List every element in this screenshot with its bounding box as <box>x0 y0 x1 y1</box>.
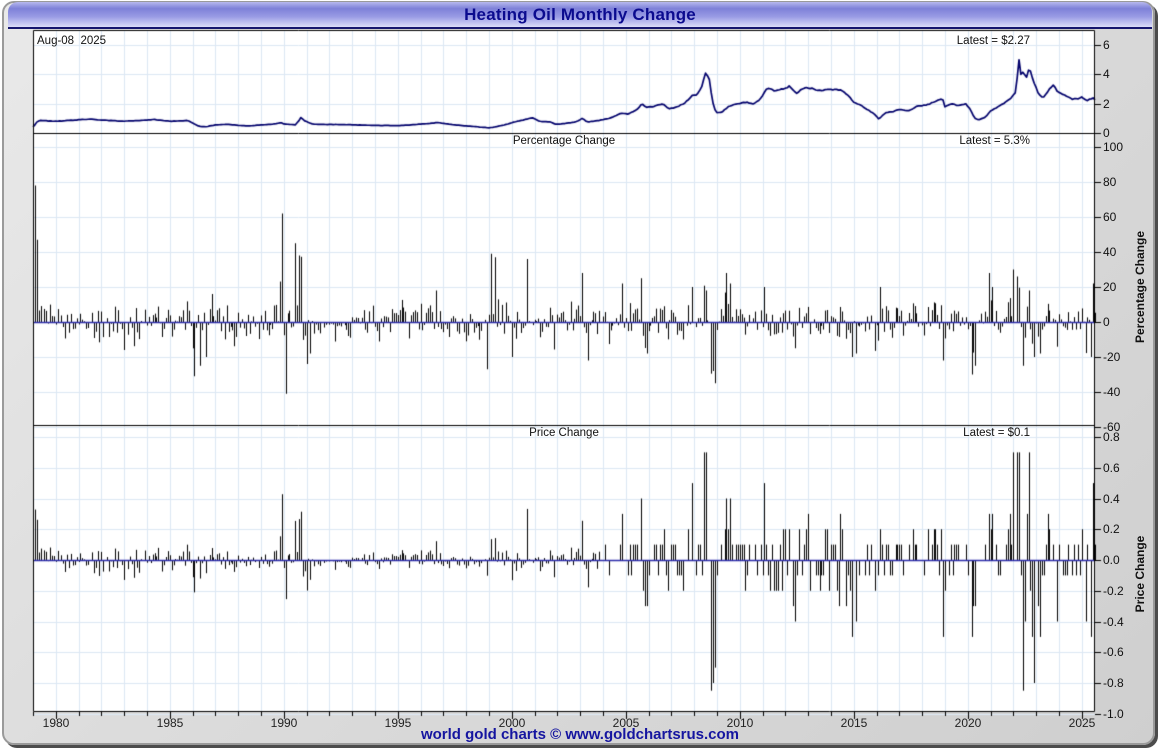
y-tick-label: -20 <box>1103 350 1121 364</box>
y-tick-label: 0.4 <box>1103 492 1120 506</box>
y-tick-label: 20 <box>1103 280 1117 294</box>
y-tick-label: -0.8 <box>1103 676 1124 690</box>
y-tick-label: 100 <box>1103 140 1124 154</box>
x-tick-label: 2010 <box>726 716 754 730</box>
y-tick-label: 2 <box>1103 97 1110 111</box>
x-tick-label: 1985 <box>156 716 184 730</box>
y-tick-label: -60 <box>1103 420 1121 434</box>
x-tick-label: 2000 <box>498 716 526 730</box>
pct-axis-title: Percentage Change <box>1133 230 1147 344</box>
y-tick-label: -40 <box>1103 385 1121 399</box>
y-tick-label: 0.8 <box>1103 430 1120 444</box>
x-tick-label: 1980 <box>42 716 70 730</box>
pct-latest-label: Latest = 5.3% <box>959 135 1030 147</box>
y-tick-label: -1.0 <box>1103 707 1124 721</box>
y-tick-label: 0.6 <box>1103 461 1120 475</box>
pct-panel-caption: Percentage Change <box>512 135 616 147</box>
y-tick-label: 0 <box>1103 126 1110 140</box>
y-tick-label: 4 <box>1103 67 1110 81</box>
y-tick-label: -0.4 <box>1103 615 1124 629</box>
y-tick-label: 0 <box>1103 315 1110 329</box>
y-tick-label: 0.0 <box>1103 553 1120 567</box>
footer-credit: world gold charts © www.goldchartsrus.co… <box>420 726 740 743</box>
price-change-latest-label: Latest = $0.1 <box>963 427 1030 439</box>
x-tick-label: 2015 <box>840 716 868 730</box>
x-tick-label: 2020 <box>954 716 982 730</box>
y-tick-label: -0.6 <box>1103 645 1124 659</box>
title-bar: Heating Oil Monthly Change <box>8 2 1152 29</box>
x-tick-label: 1990 <box>270 716 298 730</box>
y-tick-label: 80 <box>1103 175 1117 189</box>
price-latest-label: Latest = $2.27 <box>956 35 1030 47</box>
price-change-axis-title: Price Change <box>1133 535 1147 613</box>
y-tick-label: 60 <box>1103 210 1117 224</box>
x-tick-label: 2005 <box>612 716 640 730</box>
date-label: Aug-08 2025 <box>37 35 107 47</box>
y-tick-label: -0.2 <box>1103 584 1124 598</box>
page-title: Heating Oil Monthly Change <box>464 5 696 24</box>
price-change-panel-caption: Price Change <box>529 427 599 439</box>
x-tick-label: 2025 <box>1068 716 1096 730</box>
y-tick-label: 0.2 <box>1103 522 1120 536</box>
y-tick-label: 40 <box>1103 245 1117 259</box>
x-tick-label: 1995 <box>384 716 412 730</box>
y-tick-label: 6 <box>1103 38 1110 52</box>
